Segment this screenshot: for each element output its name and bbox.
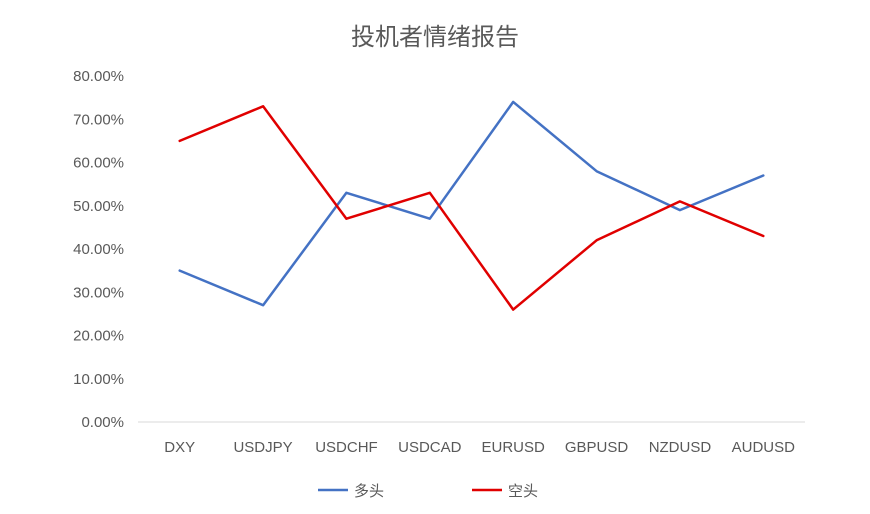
x-tick-label: GBPUSD bbox=[565, 439, 629, 456]
x-tick-label: USDCHF bbox=[315, 439, 378, 456]
x-tick-label: USDJPY bbox=[233, 439, 292, 456]
y-tick-label: 40.00% bbox=[73, 241, 124, 258]
x-tick-label: USDCAD bbox=[398, 439, 462, 456]
series-line-2 bbox=[178, 105, 765, 311]
x-tick-label: EURUSD bbox=[482, 439, 546, 456]
y-tick-label: 10.00% bbox=[73, 371, 124, 388]
series-lines bbox=[178, 100, 765, 311]
y-tick-label: 20.00% bbox=[73, 328, 124, 345]
legend: 多头 空头 bbox=[318, 482, 538, 500]
x-tick-label: NZDUSD bbox=[649, 439, 712, 456]
y-tick-label: 80.00% bbox=[73, 68, 124, 85]
y-axis-ticks: 0.00% 10.00% 20.00% 30.00% 40.00% 50.00% 60.00… bbox=[73, 68, 124, 431]
y-tick-label: 60.00% bbox=[73, 155, 124, 172]
series-line-1 bbox=[178, 100, 765, 307]
y-tick-label: 0.00% bbox=[81, 414, 124, 431]
chart-title: 投机者情绪报告 bbox=[351, 23, 519, 51]
x-axis-ticks: DXY USDJPY USDCHF USDCAD EURUSD GBPUSD NZDUSD A… bbox=[164, 439, 795, 456]
legend-label: 多头 bbox=[354, 482, 384, 500]
legend-label: 空头 bbox=[508, 482, 538, 500]
y-tick-label: 50.00% bbox=[73, 198, 124, 215]
x-tick-label: AUDUSD bbox=[732, 439, 796, 456]
y-tick-label: 70.00% bbox=[73, 111, 124, 128]
y-tick-label: 30.00% bbox=[73, 284, 124, 301]
x-tick-label: DXY bbox=[164, 439, 195, 456]
